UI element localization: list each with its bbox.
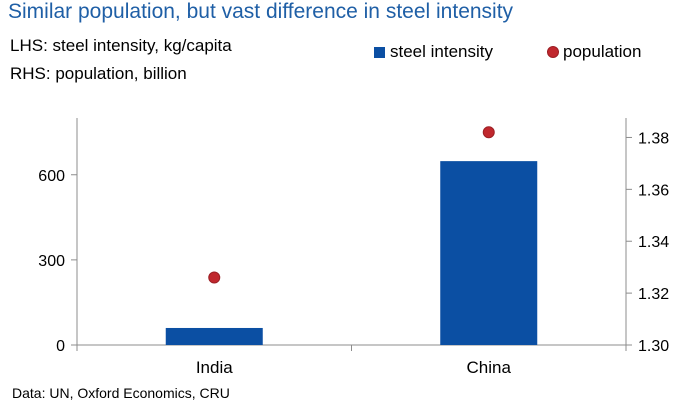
left-axis-subtitle: LHS: steel intensity, kg/capita (10, 36, 232, 55)
right-axis-subtitle: RHS: population, billion (10, 64, 187, 83)
left-tick-label: 600 (38, 168, 65, 185)
bar-china (440, 161, 538, 345)
right-tick-label: 1.36 (638, 182, 669, 199)
x-category-label: India (196, 358, 233, 377)
legend-swatch-dot-icon (547, 46, 559, 58)
bar-india (165, 327, 263, 345)
left-tick-label: 0 (56, 338, 65, 355)
legend-label-population: population (563, 42, 642, 61)
legend-item-population: population (547, 42, 641, 62)
legend-label-steel-intensity: steel intensity (390, 42, 493, 61)
right-tick-label: 1.30 (638, 338, 669, 355)
source-note: Data: UN, Oxford Economics, CRU (12, 385, 230, 401)
left-tick-label: 300 (38, 253, 65, 270)
right-tick-label: 1.32 (638, 286, 669, 303)
population-point-china (482, 126, 495, 139)
x-category-label: China (467, 358, 512, 377)
chart-title: Similar population, but vast difference … (8, 0, 514, 23)
chart-plot: 0 300 600 1.30 1.32 1.34 1.36 1.38 India China (38, 118, 669, 377)
legend-item-steel-intensity: steel intensity (374, 42, 493, 62)
legend-swatch-bar-icon (374, 46, 385, 58)
right-tick-label: 1.34 (638, 234, 669, 251)
population-point-india (208, 271, 221, 284)
right-tick-label: 1.38 (638, 130, 669, 147)
